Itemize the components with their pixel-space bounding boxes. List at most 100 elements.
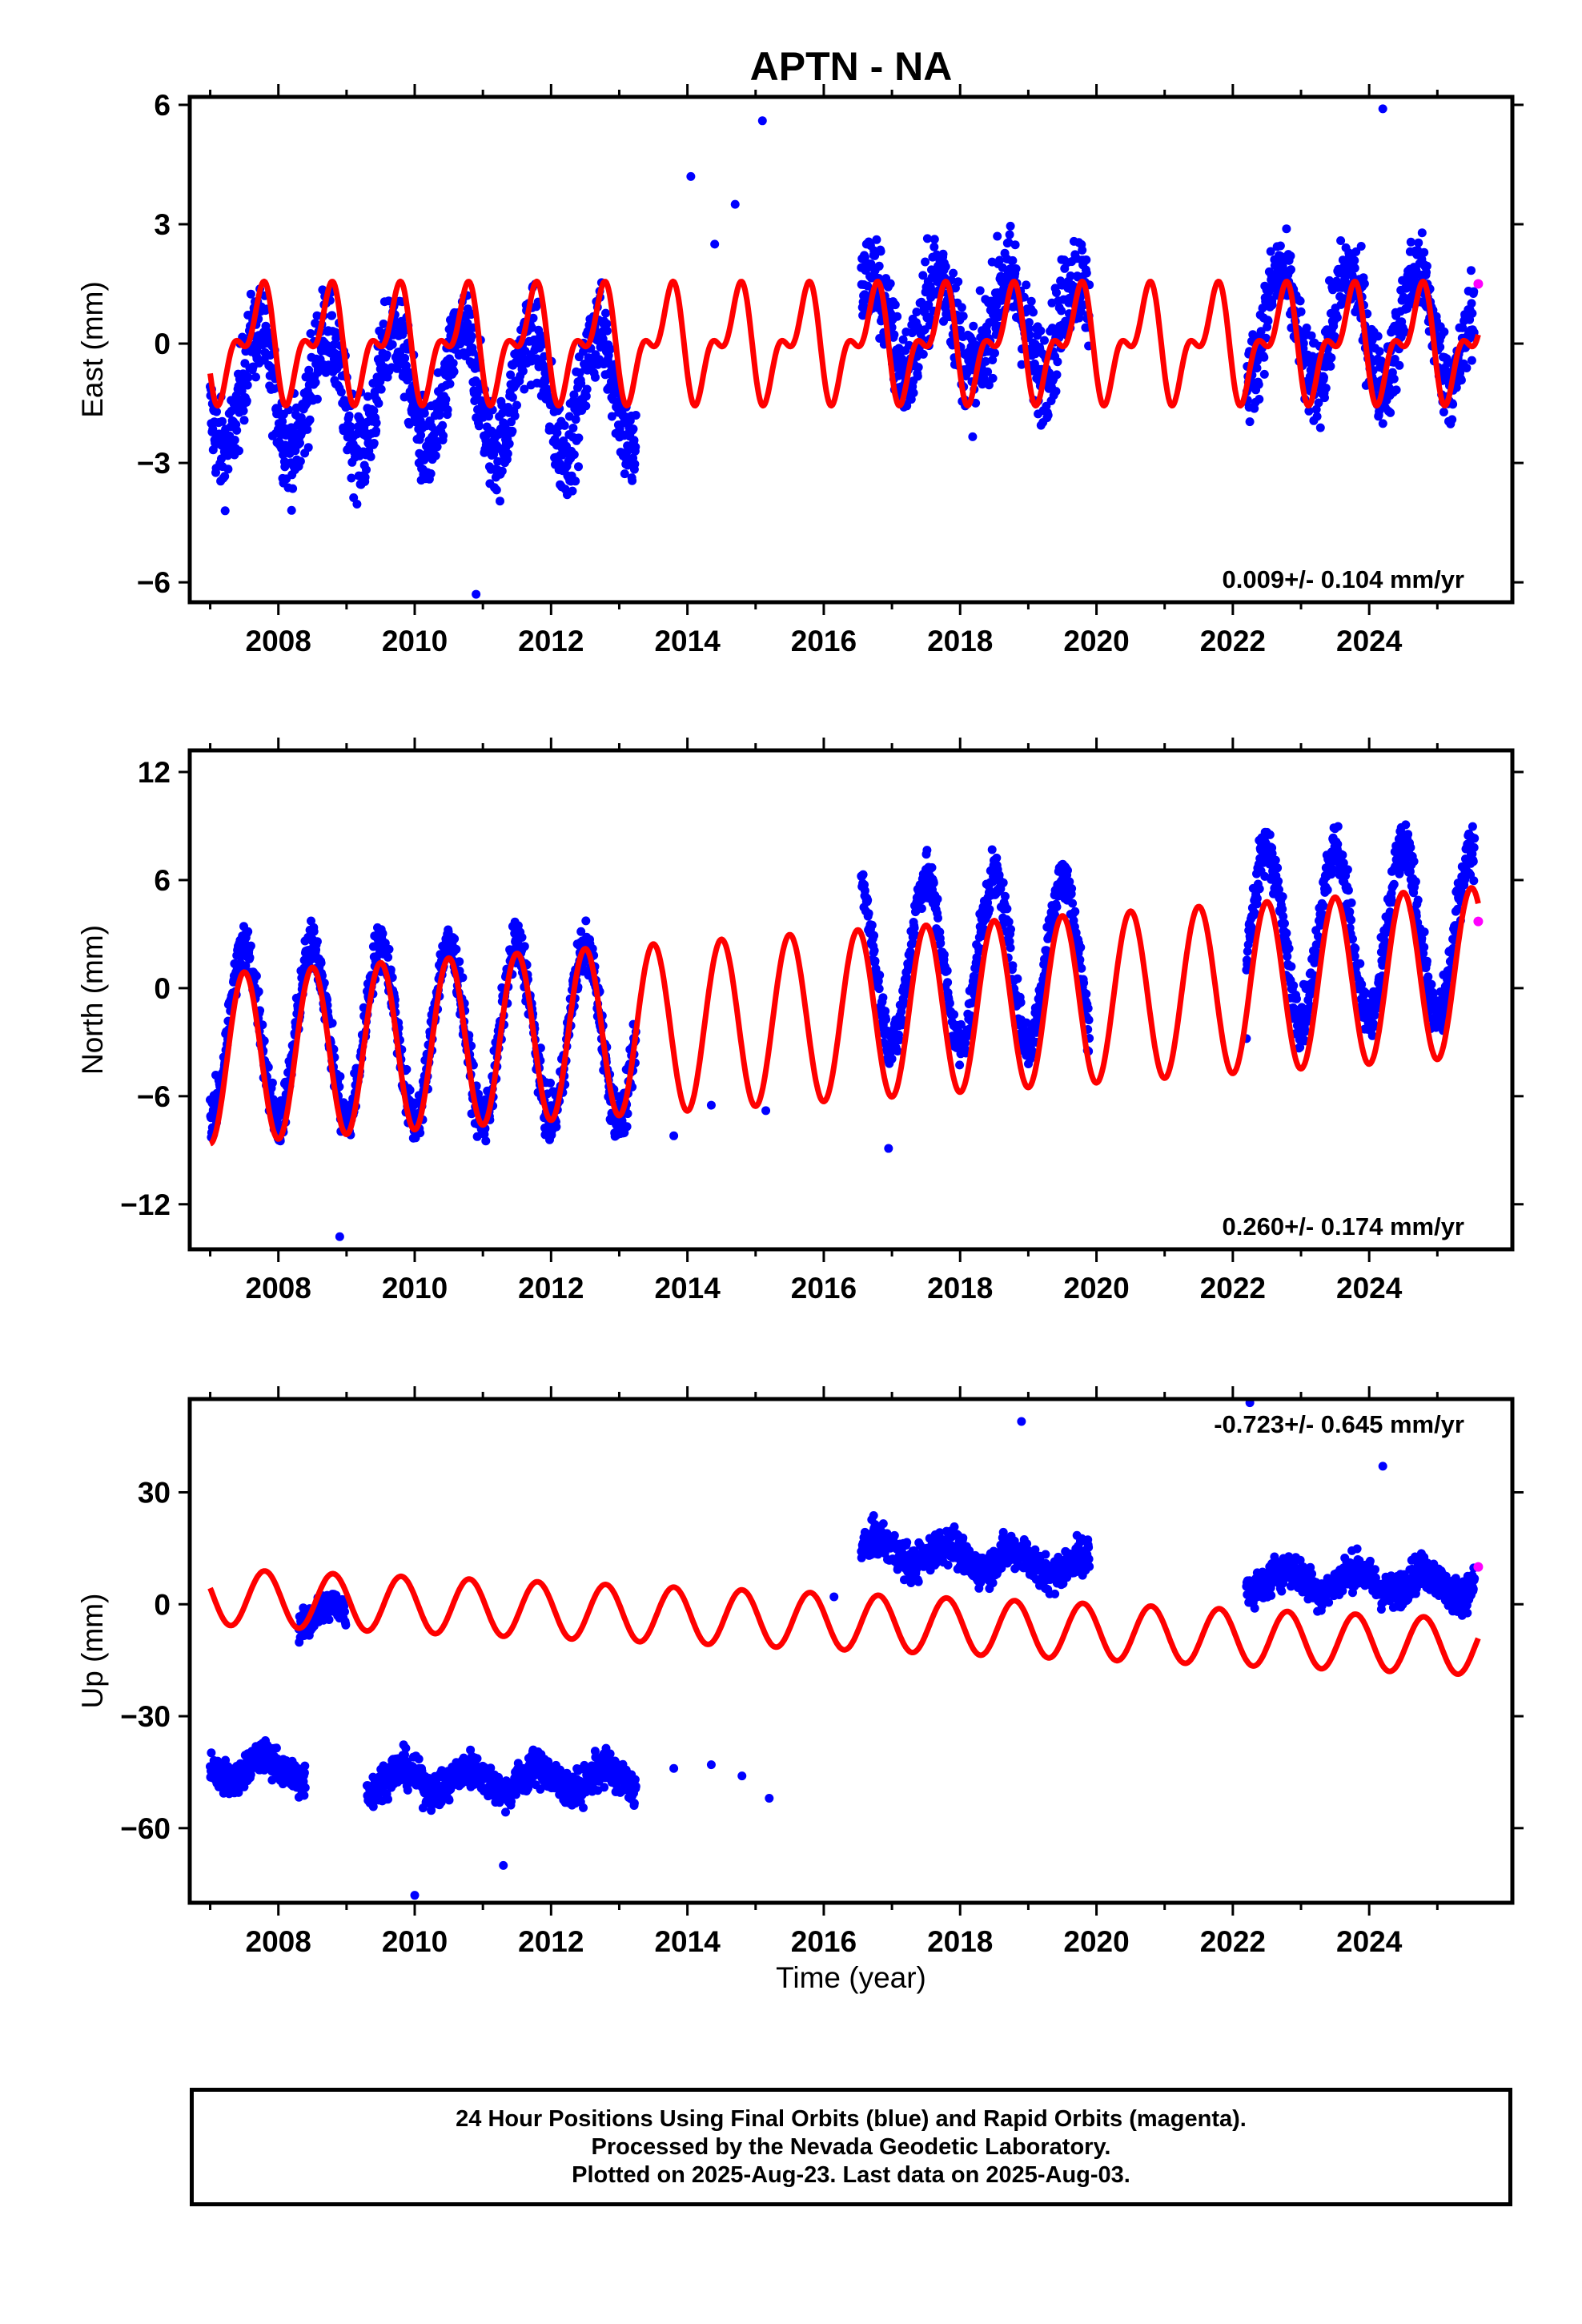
x-tick-label: 2014 [654, 1272, 721, 1305]
final-orbit-point [730, 199, 740, 209]
final-orbit-point [1301, 1027, 1311, 1036]
final-orbit-point [881, 1007, 890, 1016]
final-orbit-point [1351, 943, 1360, 953]
final-orbit-point [983, 367, 993, 376]
final-orbit-point [924, 300, 934, 309]
final-orbit-point [968, 432, 978, 441]
final-orbit-point [543, 384, 552, 394]
final-orbit-point [939, 950, 949, 959]
final-orbit-point [386, 965, 396, 975]
final-orbit-point [935, 927, 945, 937]
y-tick-label: 0 [154, 972, 171, 1005]
final-orbit-point [1312, 412, 1322, 421]
final-orbit-point [382, 350, 391, 360]
final-orbit-point [448, 359, 458, 368]
final-orbit-point [1458, 323, 1468, 332]
final-orbit-point [1347, 915, 1356, 925]
final-orbit-point [761, 1106, 771, 1116]
x-tick-label: 2008 [246, 1272, 311, 1305]
final-orbit-point [510, 411, 520, 420]
final-orbit-point [1345, 907, 1355, 917]
final-orbit-point [278, 416, 287, 426]
final-orbit-point [984, 380, 994, 390]
final-orbit-point [1067, 884, 1077, 893]
x-tick-label: 2014 [654, 1925, 721, 1958]
final-orbit-point [910, 931, 920, 939]
final-orbit-point [1314, 398, 1323, 408]
final-orbit-point [1439, 327, 1449, 336]
final-orbit-point [574, 433, 584, 443]
final-orbit-point [432, 442, 442, 452]
x-tick-label: 2012 [518, 1272, 584, 1305]
final-orbit-point [1267, 849, 1277, 858]
final-orbit-point [1323, 885, 1332, 895]
final-orbit-point [1079, 978, 1089, 987]
final-orbit-point [1389, 374, 1399, 384]
final-orbit-point [344, 411, 354, 420]
final-orbit-point [1275, 241, 1285, 251]
final-orbit-point [498, 408, 508, 418]
final-orbit-point [1259, 352, 1269, 362]
final-orbit-point [379, 320, 388, 328]
final-orbit-point [1427, 979, 1436, 989]
final-orbit-point [568, 486, 577, 496]
final-orbit-point [520, 384, 529, 394]
final-orbit-point [366, 452, 375, 461]
final-orbit-point [1375, 985, 1384, 994]
final-orbit-point [1259, 369, 1269, 379]
rate-annotation: 0.260+/- 0.174 mm/yr [1223, 1212, 1464, 1240]
final-orbit-point [1066, 271, 1075, 280]
final-orbit-point [628, 424, 638, 434]
final-orbit-point [1343, 865, 1352, 875]
final-orbit-point [1050, 911, 1060, 920]
final-orbit-point [1447, 415, 1457, 424]
final-orbit-point [1002, 904, 1012, 914]
final-orbit-point [1372, 1002, 1382, 1011]
final-orbit-point [1357, 979, 1367, 989]
final-orbit-point [223, 464, 233, 474]
final-orbit-point [870, 956, 880, 966]
final-orbit-point [669, 1131, 679, 1140]
final-orbit-point [363, 392, 372, 401]
final-orbit-point [1419, 943, 1429, 952]
final-orbit-point [1307, 978, 1317, 987]
final-orbit-point [508, 426, 517, 436]
final-orbit-point [1356, 242, 1366, 251]
final-orbit-point [1409, 857, 1419, 866]
final-orbit-point [1036, 326, 1046, 336]
final-orbit-point [598, 334, 608, 344]
final-orbit-point [1029, 308, 1038, 317]
final-orbit-point [433, 368, 443, 377]
final-orbit-point [576, 379, 586, 388]
y-tick-label: 6 [154, 89, 171, 122]
final-orbit-point [241, 961, 251, 971]
final-orbit-point [1378, 419, 1387, 428]
final-orbit-point [252, 346, 262, 356]
final-orbit-point [387, 340, 397, 349]
final-orbit-point [954, 277, 963, 287]
final-orbit-point [1292, 994, 1301, 1003]
final-orbit-point [312, 937, 322, 947]
final-orbit-point [327, 1019, 337, 1028]
final-orbit-point [1378, 960, 1387, 970]
final-orbit-point [1448, 400, 1458, 409]
final-orbit-point [1469, 842, 1479, 852]
final-orbit-point [267, 1078, 277, 1088]
final-orbit-point [1336, 236, 1346, 245]
plot-area [206, 1399, 1481, 1900]
final-orbit-point [950, 1010, 959, 1019]
final-orbit-point [1417, 934, 1427, 943]
final-orbit-point [1332, 313, 1342, 322]
final-orbit-point [435, 411, 444, 420]
final-orbit-point [1068, 899, 1078, 908]
final-orbit-point [987, 845, 997, 854]
final-orbit-point [1271, 855, 1280, 865]
final-orbit-point [1389, 879, 1399, 889]
final-orbit-point [571, 476, 580, 486]
final-orbit-point [220, 506, 230, 516]
final-orbit-point [288, 484, 298, 493]
final-orbit-point [917, 904, 926, 913]
y-axis-label: East (mm) [76, 281, 109, 418]
final-orbit-point [1010, 240, 1020, 250]
